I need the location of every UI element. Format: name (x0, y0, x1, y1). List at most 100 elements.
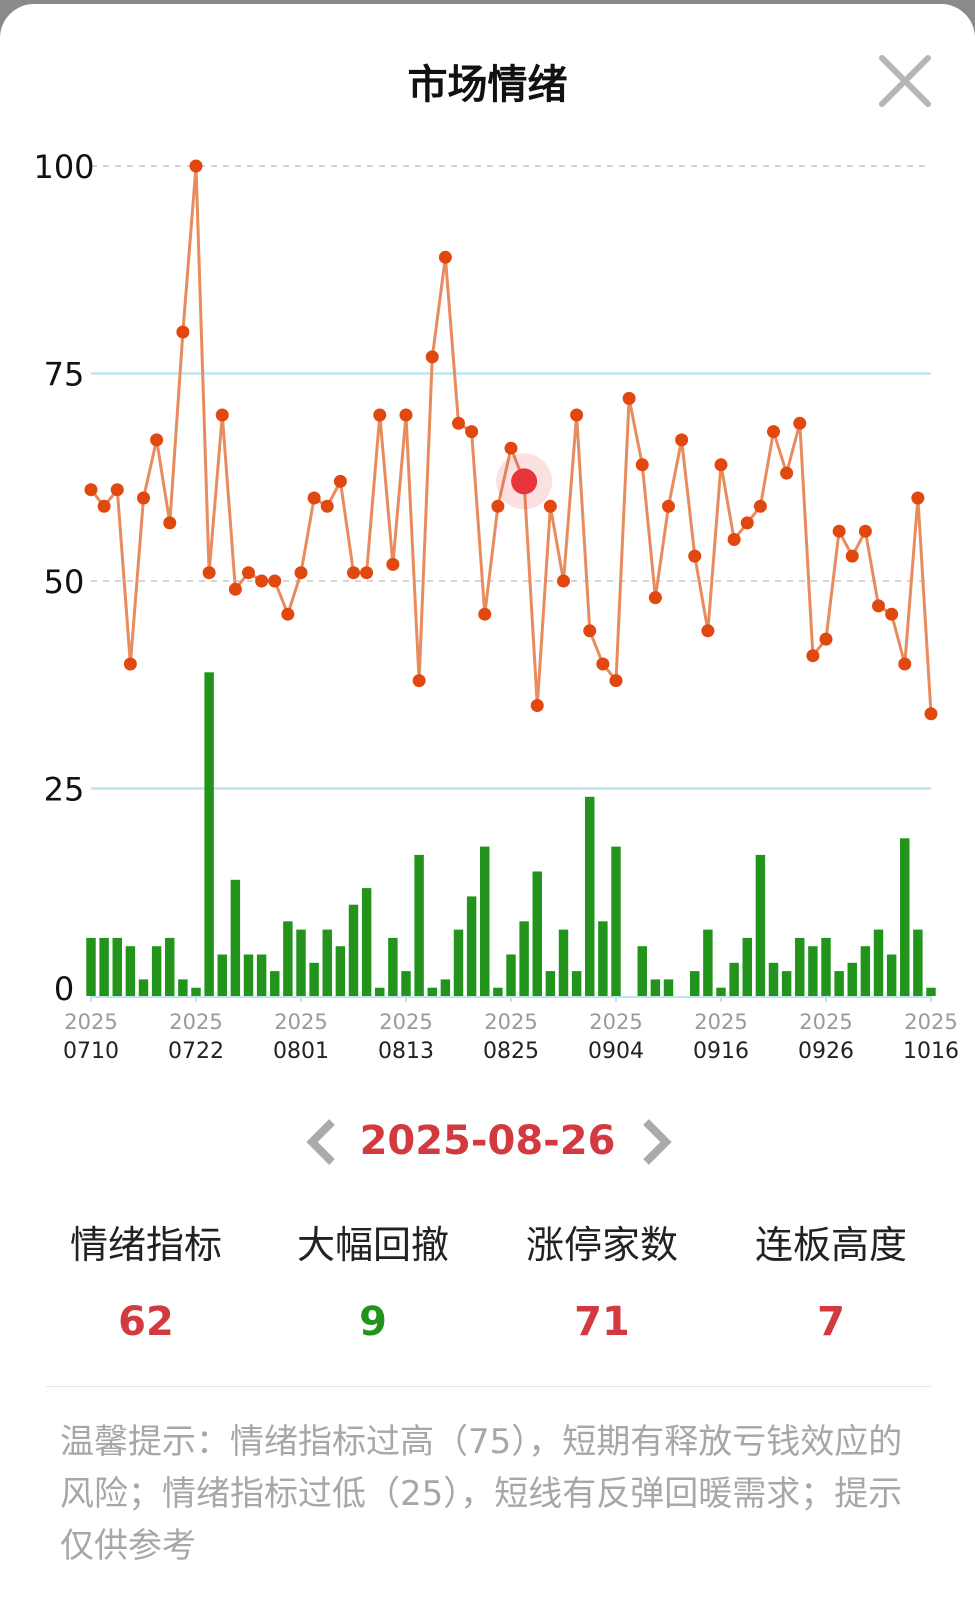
market-sentiment-modal: 市场情绪 100 75 50 25 0 2025 0710 2025 0722 2025 0801 2… (0, 4, 975, 1621)
sentiment-chart[interactable]: 1007550250202507102025072220250801202508… (0, 134, 975, 1074)
data-point (635, 458, 649, 472)
bar (348, 904, 359, 996)
bar (217, 954, 227, 996)
bar (900, 838, 910, 996)
bar (847, 962, 857, 996)
data-point (714, 458, 728, 472)
data-point (412, 674, 426, 688)
x-tick-date: 0710 (63, 1039, 119, 1064)
bar (886, 954, 897, 996)
x-tick-year: 2025 (589, 1010, 642, 1034)
data-point (885, 607, 899, 621)
bar (611, 846, 621, 996)
stat-limit-up: 涨停家数 71 (487, 1214, 717, 1345)
stat-label: 连板高度 (754, 1223, 907, 1267)
data-point (491, 499, 505, 513)
bar (493, 987, 503, 996)
data-point (819, 632, 833, 646)
data-point (609, 674, 623, 688)
chevron-left-icon[interactable] (300, 1116, 344, 1168)
data-point (307, 491, 321, 505)
data-point (281, 607, 295, 621)
data-point (465, 425, 479, 439)
data-point (924, 707, 938, 721)
bar (821, 937, 831, 996)
data-point (386, 557, 400, 571)
bar (873, 929, 884, 996)
selected-point (511, 468, 538, 495)
data-point (872, 599, 885, 613)
bar (191, 987, 201, 996)
bar (598, 921, 608, 996)
close-icon[interactable] (874, 50, 936, 112)
data-point (347, 566, 360, 580)
bar (480, 846, 490, 996)
data-point (425, 350, 439, 364)
data-point (294, 566, 308, 580)
bar (795, 937, 805, 996)
y-tick-label: 25 (44, 771, 85, 809)
data-point (150, 433, 164, 447)
x-tick-date: 0722 (168, 1039, 224, 1064)
chevron-right-icon[interactable] (634, 1116, 678, 1168)
bar (125, 946, 136, 996)
data-point (373, 408, 387, 422)
bar (283, 921, 293, 996)
bar (138, 979, 149, 996)
stat-label: 大幅回撤 (296, 1223, 449, 1267)
x-tick-date: 0916 (693, 1039, 749, 1064)
x-tick-date: 0904 (588, 1039, 644, 1064)
data-point (845, 549, 859, 563)
stat-value: 62 (118, 1299, 174, 1345)
stat-label: 情绪指标 (69, 1223, 222, 1267)
x-tick-year: 2025 (64, 1010, 117, 1034)
bar (440, 979, 451, 996)
data-point (898, 657, 912, 671)
bar (729, 962, 739, 996)
y-tick-label: 50 (44, 563, 85, 601)
bar (663, 979, 674, 996)
x-tick-year: 2025 (169, 1010, 222, 1034)
bar (151, 946, 162, 996)
stat-value: 9 (359, 1299, 387, 1345)
data-point (215, 408, 229, 422)
data-point (858, 524, 872, 538)
bar (322, 929, 332, 996)
tip-text: 温馨提示：情绪指标过高（75），短期有释放亏钱效应的风险；情绪指标过低（25），… (60, 1422, 903, 1566)
bar (309, 962, 319, 996)
data-point (202, 566, 216, 580)
x-tick-year: 2025 (904, 1010, 957, 1034)
bar (99, 937, 109, 996)
stat-streak-height: 连板高度 7 (716, 1214, 946, 1345)
data-point (320, 499, 334, 513)
bar (414, 854, 424, 996)
data-point (97, 499, 111, 513)
bar (165, 937, 175, 996)
x-tick-year: 2025 (694, 1010, 747, 1034)
x-tick-year: 2025 (799, 1010, 852, 1034)
bar (716, 987, 726, 996)
data-point (701, 624, 715, 638)
stat-value: 71 (574, 1299, 630, 1345)
date-navigator: 2025-08-26 (0, 1112, 975, 1172)
data-point (268, 574, 282, 588)
data-point (675, 433, 689, 447)
stat-sentiment: 情绪指标 62 (31, 1214, 261, 1345)
bar (256, 954, 267, 996)
data-point (399, 408, 413, 422)
x-tick-date: 0801 (273, 1039, 329, 1064)
y-tick-label: 0 (54, 970, 74, 1008)
stat-drawdown: 大幅回撤 9 (258, 1214, 488, 1345)
modal-title: 市场情绪 (407, 62, 568, 108)
bar (388, 937, 398, 996)
data-point (176, 325, 190, 339)
bar (690, 971, 700, 996)
data-point (478, 607, 492, 621)
bar (204, 672, 214, 996)
bar (650, 979, 661, 996)
data-point (793, 416, 807, 430)
bar (808, 946, 818, 996)
data-point (583, 624, 597, 638)
bar (243, 954, 254, 996)
data-point (123, 657, 137, 671)
